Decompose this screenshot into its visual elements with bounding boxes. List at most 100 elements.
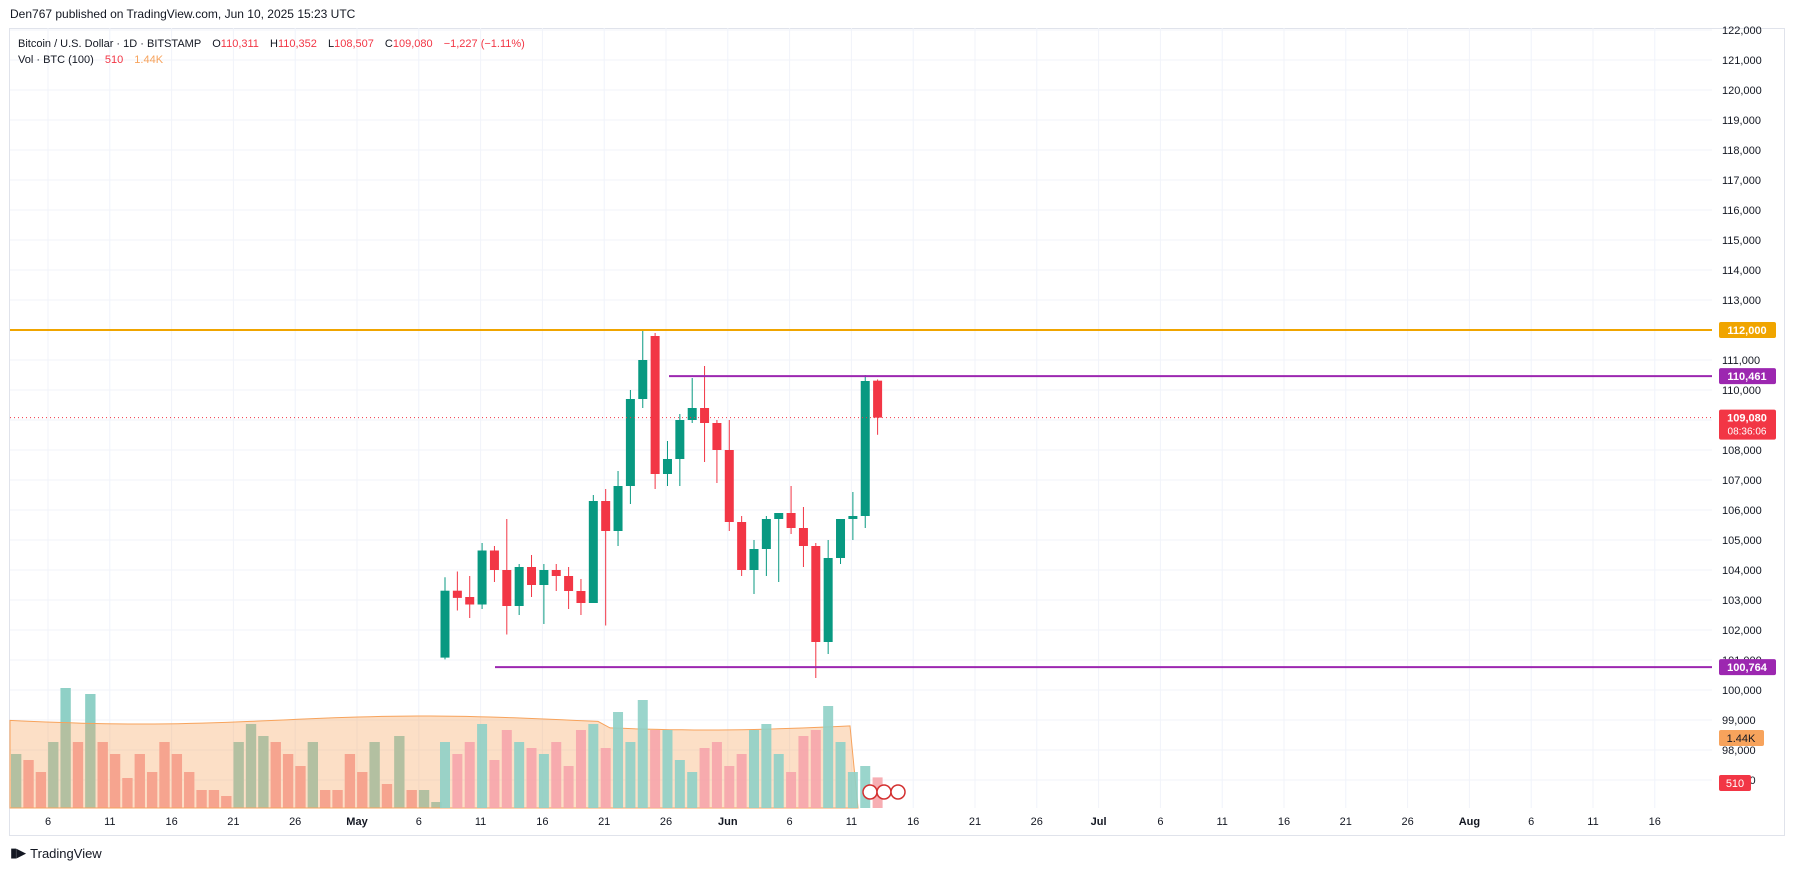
volume-bar <box>613 712 624 808</box>
volume-bar <box>332 790 343 808</box>
tradingview-logo[interactable]: ▮▶ TradingView <box>10 845 102 861</box>
symbol-name[interactable]: Bitcoin / U.S. Dollar · 1D · BITSTAMP <box>18 38 202 50</box>
volume-bar <box>72 742 84 808</box>
volume-bar <box>514 742 525 808</box>
change-value: −1,227 (−1.11%) <box>443 38 525 50</box>
candle-body <box>527 567 537 585</box>
x-tick-label: Jun <box>718 816 738 828</box>
volume-bar <box>810 730 821 808</box>
volume-bar <box>270 742 281 808</box>
candle-body <box>687 408 697 420</box>
candle-body <box>761 519 771 549</box>
countdown-label: 08:36:06 <box>1728 427 1767 438</box>
low-label: L <box>327 38 335 50</box>
chart-frame[interactable] <box>9 28 1785 836</box>
high-label: H <box>270 38 278 50</box>
candle-body <box>514 567 524 606</box>
y-tick-label: 111,000 <box>1722 355 1760 367</box>
candle-body <box>601 501 611 531</box>
volume-ma-value: 1.44K <box>134 54 164 66</box>
volume-bar <box>786 772 797 808</box>
volume-last-tag <box>1719 775 1751 791</box>
x-tick-label: 16 <box>1649 816 1661 828</box>
x-tick-label: 21 <box>598 816 610 828</box>
candle-body <box>489 550 499 570</box>
volume-bar <box>48 742 59 808</box>
volume-bar <box>184 772 195 808</box>
symbol-legend-row[interactable]: Bitcoin / U.S. Dollar · 1D · BITSTAMP O1… <box>18 36 525 52</box>
x-tick-label: 16 <box>536 816 548 828</box>
candle-body <box>613 486 623 531</box>
y-tick-label: 100,000 <box>1722 685 1762 697</box>
close-value: 109,080 <box>392 38 433 50</box>
volume-bar <box>600 748 611 808</box>
candle-body <box>551 570 561 576</box>
open-value: 110,311 <box>220 38 259 50</box>
x-tick-label: Jul <box>1091 816 1107 828</box>
volume-bar <box>674 760 685 808</box>
volume-bar <box>501 730 512 808</box>
x-tick-label: 21 <box>227 816 239 828</box>
x-tick-label: 21 <box>1340 816 1352 828</box>
x-tick-label: Aug <box>1459 816 1480 828</box>
y-tick-label: 118,000 <box>1722 145 1761 157</box>
candle-body <box>873 380 883 418</box>
volume-bar <box>637 700 648 808</box>
volume-bar <box>625 742 636 808</box>
volume-bar <box>749 730 759 808</box>
candle-body <box>625 399 635 486</box>
volume-bar <box>551 742 562 808</box>
x-tick-label: 16 <box>165 816 177 828</box>
price-tag <box>1719 322 1776 338</box>
volume-bar <box>588 724 599 808</box>
x-tick-label: 6 <box>45 816 51 828</box>
chart-legend: Bitcoin / U.S. Dollar · 1D · BITSTAMP O1… <box>18 36 525 68</box>
x-tick-label: 6 <box>1528 816 1534 828</box>
candle-body <box>576 591 586 603</box>
volume-bar <box>464 742 475 808</box>
x-tick-label: 21 <box>969 816 981 828</box>
y-tick-label: 105,000 <box>1722 535 1762 547</box>
y-tick-label: 113,000 <box>1722 295 1761 307</box>
volume-bar <box>440 742 450 808</box>
y-tick-label: 120,000 <box>1722 85 1762 97</box>
volume-legend-row[interactable]: Vol · BTC (100) 510 1.44K <box>18 52 525 68</box>
volume-bar <box>711 742 722 808</box>
volume-bar <box>736 754 747 808</box>
y-tick-label: 98,000 <box>1722 745 1756 757</box>
volume-bar <box>344 754 356 808</box>
price-tag-label: 100,764 <box>1727 662 1768 674</box>
candle-body <box>700 408 710 423</box>
volume-bar <box>97 742 108 808</box>
x-tick-label: 11 <box>846 816 857 828</box>
economic-event-icon <box>862 784 878 800</box>
volume-bar <box>575 730 586 808</box>
y-tick-label: 102,000 <box>1722 625 1762 637</box>
x-tick-label: 26 <box>1401 816 1413 828</box>
x-tick-label: May <box>346 816 368 828</box>
candle-body <box>786 513 796 528</box>
volume-bar <box>134 754 145 808</box>
x-tick-label: 11 <box>1216 816 1227 828</box>
high-value: 110,352 <box>277 38 317 50</box>
candle-body <box>724 450 734 522</box>
last-price-tag <box>1719 409 1776 440</box>
volume-bar <box>489 760 500 808</box>
x-tick-label: 6 <box>416 816 422 828</box>
volume-last-tag-label: 510 <box>1726 778 1744 790</box>
price-tag-label: 110,461 <box>1727 371 1766 383</box>
volume-bar <box>699 748 710 808</box>
y-tick-label: 121,000 <box>1722 55 1762 67</box>
x-tick-label: 16 <box>907 816 919 828</box>
x-tick-label: 26 <box>289 816 301 828</box>
volume-bar <box>122 778 133 808</box>
x-tick-label: 6 <box>1157 816 1163 828</box>
low-value: 108,507 <box>334 38 374 50</box>
volume-bar <box>35 772 47 808</box>
candle-body <box>502 570 512 606</box>
volume-label[interactable]: Vol · BTC (100) <box>18 54 94 66</box>
volume-bar <box>208 790 220 808</box>
volume-bar <box>477 724 488 808</box>
candle-body <box>650 336 660 474</box>
